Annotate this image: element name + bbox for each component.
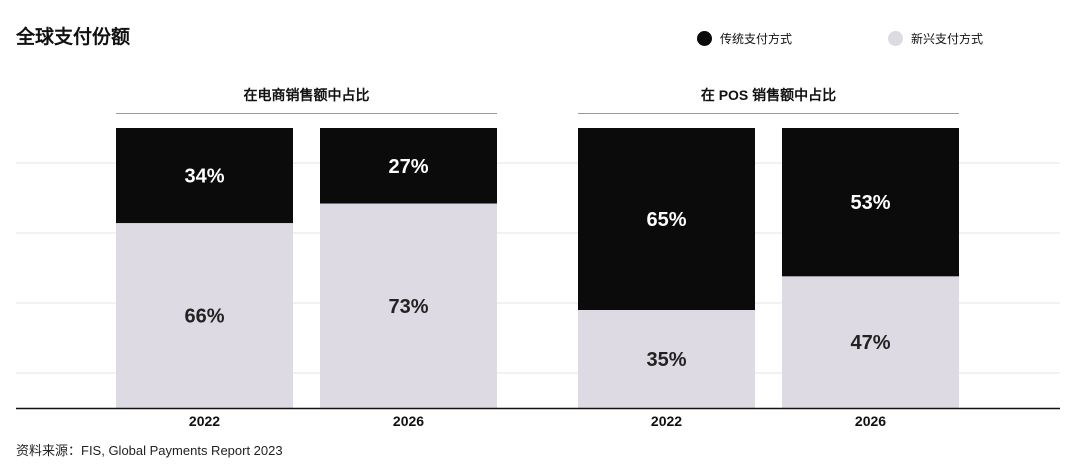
x-tick-label-0-1: 2026 <box>393 413 424 429</box>
data-label-emerging-0-0: 66% <box>184 306 224 328</box>
legend-label-traditional: 传统支付方式 <box>720 32 793 46</box>
bar-traditional-1-0 <box>578 128 755 310</box>
x-tick-label-1-1: 2026 <box>855 413 886 429</box>
legend-swatch-emerging <box>888 31 903 46</box>
bar-traditional-1-1 <box>782 128 959 277</box>
data-label-traditional-1-1: 53% <box>850 192 890 214</box>
data-label-emerging-1-0: 35% <box>646 349 686 371</box>
bar-emerging-1-1 <box>782 276 959 408</box>
source-note: 资料来源：FIS, Global Payments Report 2023 <box>16 443 283 458</box>
data-label-traditional-1-0: 65% <box>646 209 686 231</box>
data-label-emerging-0-1: 73% <box>388 296 428 318</box>
x-tick-label-0-0: 2022 <box>189 413 220 429</box>
data-label-emerging-1-1: 47% <box>850 332 890 354</box>
legend-item-emerging: 新兴支付方式 <box>888 30 983 47</box>
data-label-traditional-0-0: 34% <box>184 166 224 188</box>
group-title-0: 在电商销售额中占比 <box>244 87 370 103</box>
legend-label-emerging: 新兴支付方式 <box>911 32 984 46</box>
data-label-traditional-0-1: 27% <box>388 156 428 178</box>
bar-emerging-0-0 <box>116 223 293 408</box>
bar-emerging-1-0 <box>578 310 755 408</box>
group-title-1: 在 POS 销售额中占比 <box>701 87 836 103</box>
chart-title: 全球支付份额 <box>16 27 131 48</box>
bar-emerging-0-1 <box>320 203 497 408</box>
x-tick-label-1-0: 2022 <box>651 413 682 429</box>
bar-traditional-0-1 <box>320 128 497 204</box>
bar-traditional-0-0 <box>116 128 293 224</box>
legend-item-traditional: 传统支付方式 <box>697 30 792 47</box>
legend-swatch-traditional <box>697 31 712 46</box>
